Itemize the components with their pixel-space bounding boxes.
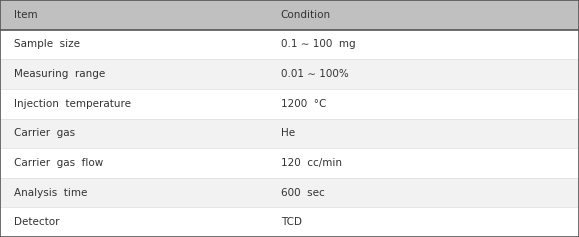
Text: 0.1 ∼ 100  mg: 0.1 ∼ 100 mg bbox=[281, 39, 356, 50]
Text: He: He bbox=[281, 128, 295, 138]
Text: 120  cc/min: 120 cc/min bbox=[281, 158, 342, 168]
Bar bbox=[0, 118, 579, 148]
Text: Analysis  time: Analysis time bbox=[14, 187, 88, 198]
Text: 0.01 ∼ 100%: 0.01 ∼ 100% bbox=[281, 69, 349, 79]
Text: Injection  temperature: Injection temperature bbox=[14, 99, 131, 109]
Text: 1200  °C: 1200 °C bbox=[281, 99, 326, 109]
Text: Carrier  gas  flow: Carrier gas flow bbox=[14, 158, 104, 168]
Text: Measuring  range: Measuring range bbox=[14, 69, 106, 79]
Bar bbox=[0, 30, 579, 59]
Text: Condition: Condition bbox=[281, 10, 331, 20]
Text: Carrier  gas: Carrier gas bbox=[14, 128, 76, 138]
Text: Item: Item bbox=[14, 10, 38, 20]
Text: TCD: TCD bbox=[281, 217, 302, 227]
Bar bbox=[0, 178, 579, 207]
Text: Sample  size: Sample size bbox=[14, 39, 80, 50]
Bar bbox=[0, 148, 579, 178]
Text: Detector: Detector bbox=[14, 217, 60, 227]
Text: 600  sec: 600 sec bbox=[281, 187, 325, 198]
Bar bbox=[0, 0, 579, 30]
Bar bbox=[0, 59, 579, 89]
Bar bbox=[0, 89, 579, 118]
Bar bbox=[0, 207, 579, 237]
